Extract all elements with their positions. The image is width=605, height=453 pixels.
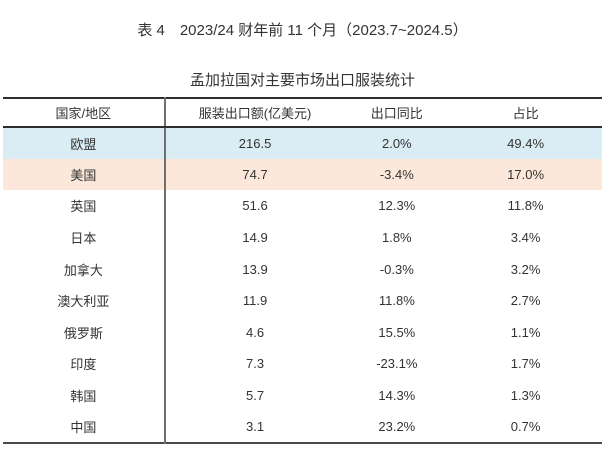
- region-cell: 日本: [3, 221, 166, 254]
- region-cell: 中国: [3, 411, 166, 443]
- region-cell: 韩国: [3, 379, 166, 412]
- value-cell: 5.7: [246, 388, 265, 404]
- value-cell: 3.4%: [510, 230, 541, 246]
- col-header-yoy: 出口同比: [344, 98, 450, 128]
- table-row: 印度 7.3 -23.1% 1.7%: [3, 348, 602, 380]
- value-cell: 12.3%: [378, 198, 416, 214]
- value-cell: 7.3: [246, 356, 265, 372]
- value-cell: 14.9: [242, 230, 268, 246]
- value-cell: 11.8%: [378, 293, 415, 309]
- value-cell: 14.3%: [378, 388, 416, 404]
- table-row: 韩国 5.7 14.3% 1.3%: [3, 379, 602, 412]
- table-row: 加拿大 13.9 -0.3% 3.2%: [3, 253, 602, 285]
- table-row: 澳大利亚 11.9 11.8% 2.7%: [3, 284, 602, 317]
- table-row: 美国 74.7 -3.4% 17.0%: [3, 158, 602, 191]
- value-cell: 11.9: [242, 293, 268, 309]
- value-cell: 49.4%: [507, 135, 545, 151]
- table-row: 中国 3.1 23.2% 0.7%: [3, 411, 602, 443]
- value-cell: -3.4%: [379, 166, 414, 182]
- value-cell: 3.2%: [510, 261, 541, 277]
- region-cell: 印度: [3, 348, 166, 380]
- value-cell: 15.5%: [378, 324, 416, 340]
- value-cell: 1.1%: [510, 324, 541, 340]
- value-cell: 0.7%: [510, 419, 541, 435]
- value-cell: 1.8%: [381, 230, 412, 246]
- col-header-region: 国家/地区: [3, 98, 166, 128]
- region-cell: 英国: [3, 190, 166, 222]
- table-row: 英国 51.6 12.3% 11.8%: [3, 190, 602, 222]
- table-caption-title: 表 4 2023/24 财年前 11 个月（2023.7~2024.5）: [137, 22, 468, 39]
- table-header: 国家/地区 服装出口额(亿美元) 出口同比 占比: [3, 98, 602, 128]
- value-cell: 13.9: [242, 261, 268, 277]
- col-header-share: 占比: [449, 98, 602, 128]
- region-cell: 澳大利亚: [3, 284, 166, 317]
- value-cell: 3.1: [246, 419, 265, 435]
- region-cell: 美国: [3, 158, 166, 191]
- value-cell: 74.7: [242, 166, 268, 182]
- value-cell: 51.6: [242, 198, 268, 214]
- value-cell: 11.8%: [507, 198, 544, 214]
- col-header-export-value: 服装出口额(亿美元): [164, 98, 345, 128]
- value-cell: 1.3%: [510, 388, 541, 404]
- header-row: 国家/地区 服装出口额(亿美元) 出口同比 占比: [3, 98, 602, 128]
- table-row: 俄罗斯 4.6 15.5% 1.1%: [3, 316, 602, 349]
- export-stats-table: 国家/地区 服装出口额(亿美元) 出口同比 占比 欧盟 216.5 2.0% 49.4…: [3, 97, 602, 444]
- value-cell: -23.1%: [376, 356, 418, 372]
- region-cell: 欧盟: [3, 127, 166, 159]
- value-cell: 216.5: [238, 135, 272, 151]
- value-cell: 1.7%: [510, 356, 541, 372]
- value-cell: 23.2%: [378, 419, 416, 435]
- table-body: 欧盟 216.5 2.0% 49.4% 美国 74.7 -3.4% 17.0% 英国 51.6 12…: [3, 127, 602, 443]
- value-cell: 4.6: [246, 324, 265, 340]
- value-cell: 17.0%: [507, 166, 545, 182]
- table-row: 欧盟 216.5 2.0% 49.4%: [3, 127, 602, 159]
- region-cell: 加拿大: [3, 253, 166, 285]
- value-cell: -0.3%: [379, 261, 414, 277]
- region-cell: 俄罗斯: [3, 316, 166, 349]
- value-cell: 2.0%: [381, 135, 412, 151]
- table-row: 日本 14.9 1.8% 3.4%: [3, 221, 602, 254]
- value-cell: 2.7%: [510, 293, 541, 309]
- table-caption-subtitle: 孟加拉国对主要市场出口服装统计: [189, 72, 415, 89]
